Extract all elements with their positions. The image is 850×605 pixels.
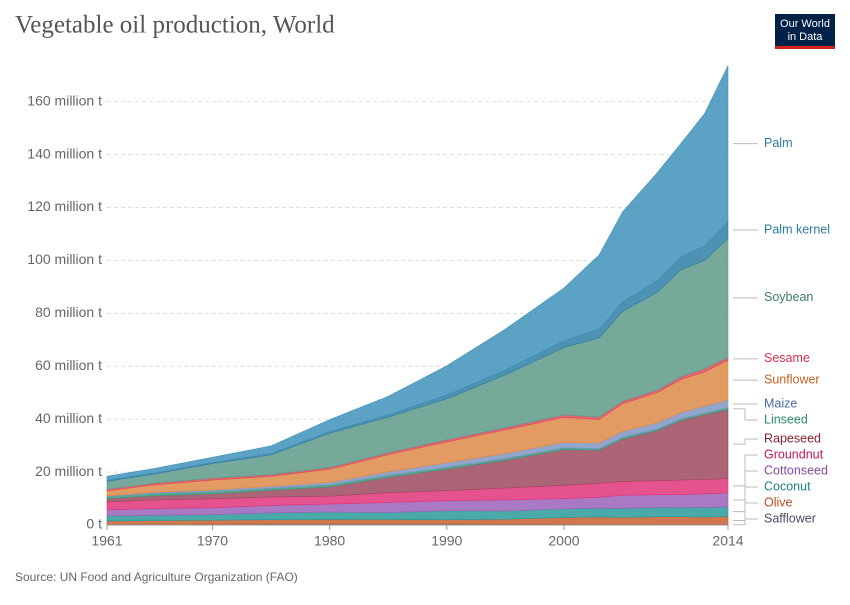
logo-box bbox=[775, 14, 835, 48]
x-tick-label: 1980 bbox=[314, 533, 345, 549]
label-leader bbox=[733, 454, 758, 487]
label-leader bbox=[733, 486, 758, 513]
x-tick-label: 2000 bbox=[548, 533, 579, 549]
label-leader bbox=[733, 502, 758, 522]
legend-label: Safflower bbox=[764, 511, 816, 525]
y-tick-label: 40 million t bbox=[35, 410, 102, 426]
label-leader bbox=[733, 518, 758, 526]
y-tick-label: 20 million t bbox=[35, 463, 102, 479]
logo-bar bbox=[775, 46, 835, 49]
legend-label: Cottonseed bbox=[764, 463, 828, 477]
source-note: Source: UN Food and Agriculture Organiza… bbox=[15, 570, 298, 584]
y-tick-label: 120 million t bbox=[27, 198, 102, 214]
legend-label: Palm kernel bbox=[764, 222, 830, 236]
logo-text: in Data bbox=[788, 31, 824, 43]
x-tick-label: 2014 bbox=[712, 533, 743, 549]
legend-label: Groundnut bbox=[764, 447, 824, 461]
label-leader bbox=[733, 408, 758, 421]
legend-label: Linseed bbox=[764, 412, 808, 426]
y-tick-label: 140 million t bbox=[27, 145, 102, 161]
y-tick-label: 80 million t bbox=[35, 304, 102, 320]
legend-label: Rapeseed bbox=[764, 431, 821, 445]
y-tick-label: 60 million t bbox=[35, 357, 102, 373]
logo-text: Our World bbox=[780, 18, 830, 30]
y-tick-label: 100 million t bbox=[27, 251, 102, 267]
y-tick-label: 160 million t bbox=[27, 92, 102, 108]
legend-label: Coconut bbox=[764, 479, 811, 493]
legend-label: Olive bbox=[764, 495, 793, 509]
x-tick-label: 1961 bbox=[91, 533, 122, 549]
legend-label: Palm bbox=[764, 136, 792, 150]
legend-label: Maize bbox=[764, 396, 797, 410]
x-tick-label: 1990 bbox=[431, 533, 462, 549]
legend-label: Sunflower bbox=[764, 372, 820, 386]
y-tick-label: 0 t bbox=[86, 516, 102, 532]
legend-label: Soybean bbox=[764, 290, 813, 304]
label-leader bbox=[733, 438, 758, 445]
chart-title: Vegetable oil production, World bbox=[15, 12, 335, 39]
label-leader bbox=[733, 470, 758, 501]
logo: Our World in Data bbox=[775, 14, 835, 49]
legend-label: Sesame bbox=[764, 351, 810, 365]
x-tick-label: 1970 bbox=[197, 533, 228, 549]
area bbox=[106, 65, 729, 481]
